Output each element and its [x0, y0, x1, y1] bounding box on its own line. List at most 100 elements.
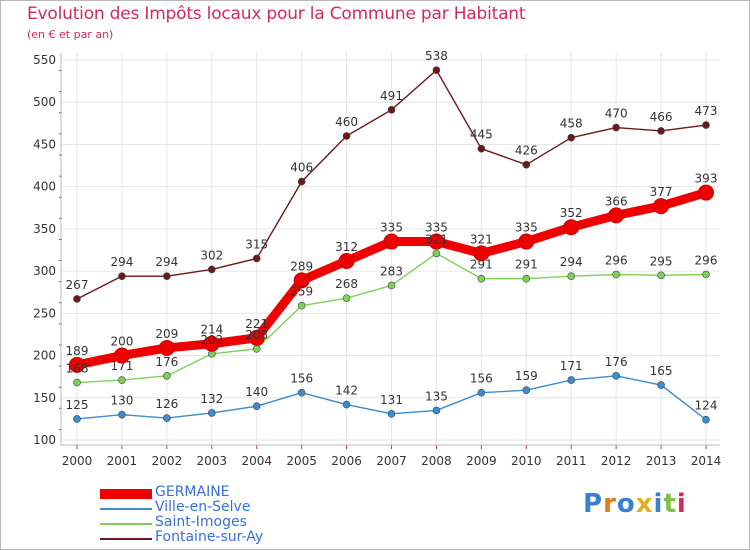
legend-label: Fontaine-sur-Ay — [155, 529, 264, 545]
legend-item: GERMAINE — [100, 484, 400, 500]
data-point — [432, 249, 441, 258]
data-point — [297, 301, 306, 310]
data-point — [477, 388, 486, 397]
x-tick-label: 2013 — [646, 454, 677, 468]
logo-letter: i — [676, 489, 687, 519]
x-tick-label: 2008 — [421, 454, 452, 468]
data-label: 140 — [245, 385, 268, 399]
data-label: 125 — [66, 398, 89, 412]
data-point — [432, 406, 441, 415]
data-point — [252, 344, 261, 353]
data-point — [522, 274, 531, 283]
x-tick-label: 2003 — [197, 454, 228, 468]
data-point — [473, 245, 490, 262]
data-label: 208 — [245, 328, 268, 342]
data-point — [163, 372, 171, 380]
y-tick-label: 550 — [33, 53, 56, 67]
data-point — [432, 66, 441, 74]
data-point — [522, 160, 531, 169]
data-label: 135 — [425, 389, 448, 403]
data-label: 176 — [155, 355, 178, 369]
x-tick-label: 2010 — [511, 454, 542, 468]
data-label: 131 — [380, 393, 403, 407]
logo-letter: t — [663, 489, 677, 519]
y-tick-label: 350 — [33, 222, 56, 236]
logo-letter: r — [603, 489, 617, 519]
legend-item: Saint-Imoges — [100, 514, 400, 530]
data-point — [477, 274, 486, 283]
data-label: 294 — [155, 255, 178, 269]
data-point — [608, 207, 625, 224]
data-label: 473 — [695, 104, 718, 118]
data-label: 267 — [66, 278, 89, 292]
data-label: 268 — [335, 277, 358, 291]
data-point — [702, 415, 710, 424]
legend-label: Ville-en-Selve — [155, 499, 251, 515]
data-point — [252, 402, 261, 411]
data-point — [73, 295, 81, 303]
chart-title: Evolution des Impôts locaux pour la Comm… — [27, 4, 526, 24]
data-label: 159 — [515, 369, 538, 383]
data-label: 200 — [110, 335, 133, 349]
x-tick-label: 2001 — [107, 454, 138, 468]
data-point — [428, 233, 445, 250]
data-point — [118, 272, 126, 280]
data-label: 406 — [290, 161, 313, 175]
logo-letter: x — [635, 489, 654, 519]
legend-swatch — [100, 523, 152, 525]
data-label: 335 — [380, 221, 403, 235]
data-point — [158, 339, 175, 356]
data-label: 445 — [470, 128, 493, 142]
chart-subtitle: (en € et par an) — [27, 28, 114, 41]
legend-item: Fontaine-sur-Ay — [100, 529, 400, 545]
data-label: 296 — [605, 253, 628, 267]
x-tick-label: 2014 — [691, 454, 722, 468]
proxiti-logo: Proxiti — [583, 489, 687, 519]
data-point — [342, 132, 351, 140]
data-point — [612, 372, 620, 380]
data-point — [293, 272, 310, 289]
y-tick-label: 300 — [33, 264, 56, 278]
data-point — [118, 376, 126, 384]
data-point — [207, 409, 216, 417]
data-label: 377 — [650, 185, 673, 199]
data-label: 130 — [110, 394, 133, 408]
data-label: 168 — [66, 362, 89, 376]
legend-swatch — [100, 489, 152, 499]
data-label: 321 — [425, 232, 448, 246]
x-tick-label: 2006 — [331, 454, 362, 468]
data-label: 460 — [335, 115, 358, 129]
data-label: 142 — [335, 384, 358, 398]
data-label: 165 — [650, 364, 673, 378]
data-label: 259 — [290, 285, 313, 299]
legend-item: Ville-en-Selve — [100, 499, 400, 515]
data-point — [653, 198, 670, 215]
y-tick-label: 100 — [33, 433, 56, 447]
data-point — [69, 356, 85, 373]
data-point — [657, 381, 665, 389]
data-label: 470 — [605, 107, 628, 121]
data-label: 283 — [380, 264, 403, 278]
logo-letter: o — [616, 489, 636, 519]
data-point — [163, 414, 171, 422]
legend-label: GERMAINE — [155, 484, 230, 500]
data-point — [203, 335, 220, 352]
data-point — [477, 144, 486, 153]
data-label: 202 — [200, 333, 223, 347]
data-label: 294 — [110, 255, 133, 269]
data-point — [698, 184, 714, 201]
data-label: 538 — [425, 49, 448, 63]
x-tick-label: 2004 — [241, 454, 272, 468]
data-point — [567, 133, 576, 142]
x-tick-label: 2000 — [62, 454, 93, 468]
y-tick-label: 150 — [33, 391, 56, 405]
data-point — [338, 252, 355, 269]
logo-letter: P — [583, 489, 604, 519]
data-point — [163, 272, 171, 280]
y-tick-label: 450 — [33, 137, 56, 151]
data-point — [387, 281, 396, 290]
data-point — [252, 254, 261, 263]
legend-swatch — [100, 508, 152, 510]
data-label: 176 — [605, 355, 628, 369]
